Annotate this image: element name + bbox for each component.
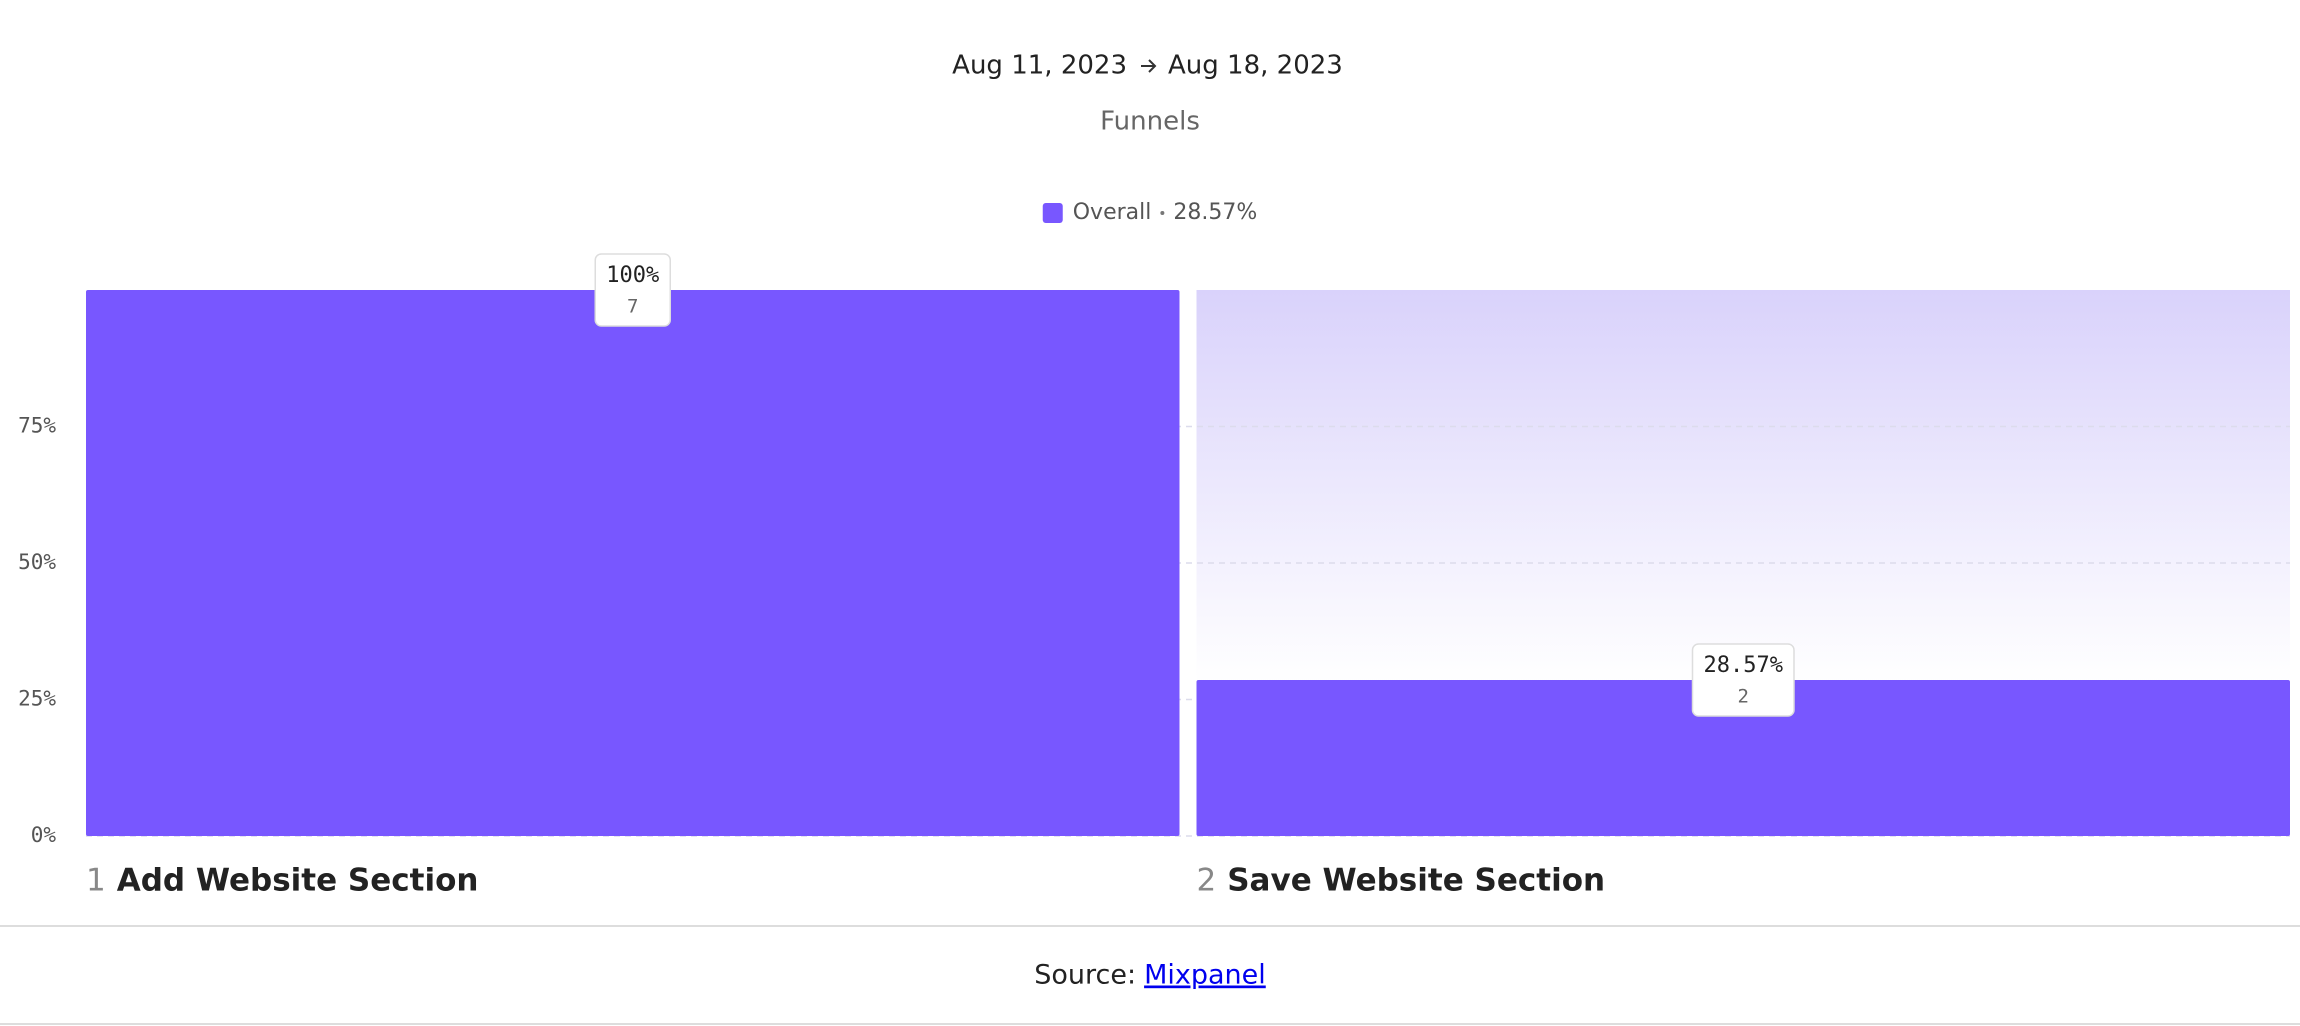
x-tick-label: Save Website Section <box>1227 863 1605 899</box>
step-number: 2 <box>1197 863 1217 899</box>
x-tick-label: Add Website Section <box>117 863 479 899</box>
y-tick-label: 75% <box>18 414 56 438</box>
plot: 0% 25% 50% 75% 100% 7 1 Add Website Section 28.5… <box>18 253 2290 899</box>
legend-value: 28.57% <box>1173 200 1257 225</box>
count-label: 2 <box>1738 686 1749 708</box>
value-tooltip <box>1691 643 1795 717</box>
subtitle: Funnels <box>1100 107 1200 137</box>
value-label: 100% <box>606 263 659 288</box>
date-end: Aug 18, 2023 <box>1168 51 1343 81</box>
value-tooltip <box>594 253 671 327</box>
y-tick-label: 25% <box>18 687 56 711</box>
legend-label: Overall <box>1073 200 1152 225</box>
bar <box>86 290 1180 836</box>
step-number: 1 <box>86 863 106 899</box>
legend-swatch <box>1042 203 1063 223</box>
bar <box>1196 680 2290 836</box>
source-prefix: Source: <box>1034 960 1136 991</box>
arrow-icon <box>1141 59 1157 73</box>
y-tick-label: 0% <box>31 823 57 847</box>
date-start: Aug 11, 2023 <box>952 51 1127 81</box>
source-link[interactable]: Mixpanel <box>1144 960 1266 991</box>
y-tick-label: 50% <box>18 550 56 574</box>
legend: Overall 28.57% <box>1042 200 1257 225</box>
legend-dot <box>1160 211 1165 215</box>
value-label: 28.57% <box>1704 653 1783 678</box>
count-label: 7 <box>627 296 638 318</box>
